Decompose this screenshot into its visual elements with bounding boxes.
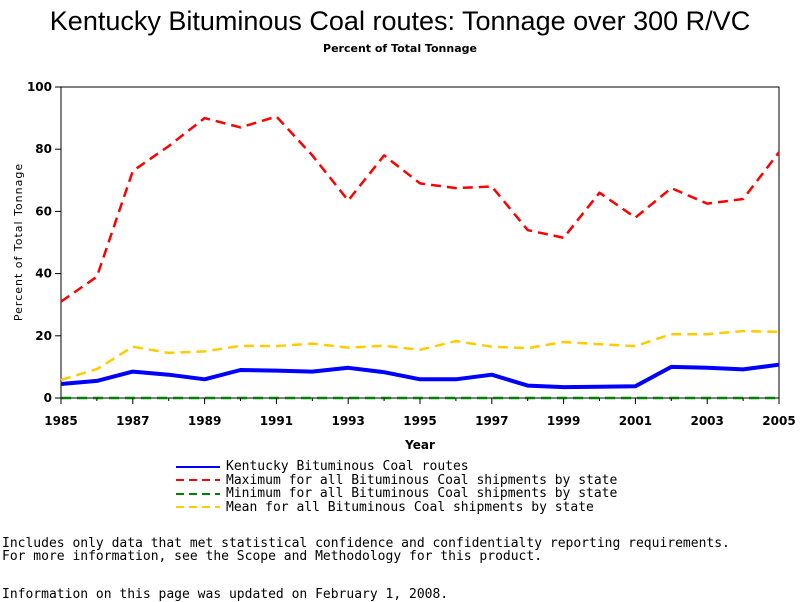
- y-tick-label: 100: [27, 80, 52, 94]
- x-tick-label: 2003: [690, 414, 723, 428]
- legend-swatch: [176, 506, 220, 508]
- plot-area: [60, 86, 780, 399]
- legend-item: Kentucky Bituminous Coal routes: [176, 460, 617, 474]
- y-tick-label: 40: [35, 267, 52, 281]
- y-axis-title: Percent of Total Tonnage: [12, 163, 25, 321]
- footnote-confidence: Includes only data that met statistical …: [2, 536, 730, 551]
- legend-item: Mean for all Bituminous Coal shipments b…: [176, 499, 617, 515]
- x-tick-label: 2001: [619, 414, 652, 428]
- x-tick-label: 1995: [403, 414, 436, 428]
- y-tick-label: 0: [44, 391, 52, 405]
- legend-swatch: [176, 465, 220, 468]
- x-tick-label: 1985: [44, 414, 77, 428]
- x-tick-label: 2005: [762, 414, 795, 428]
- x-tick-label: 1989: [188, 414, 221, 428]
- legend-label: Kentucky Bituminous Coal routes: [226, 459, 469, 474]
- chart-subtitle: Percent of Total Tonnage: [323, 42, 477, 55]
- series-lines: [60, 115, 780, 400]
- series-line-4: [60, 329, 780, 382]
- x-tick-label: 1993: [331, 414, 364, 428]
- y-tick-label: 20: [35, 329, 52, 343]
- line-chart: 1985 1987 1989 1991 1993 1995 1997 1999 2001 2003…: [12, 80, 796, 452]
- legend-item: Maximum for all Bituminous Coal shipment…: [176, 472, 618, 488]
- x-axis-ticks: 1985 1987 1989 1991 1993 1995 1997 1999 2001 2003…: [44, 398, 796, 428]
- legend-label: Minimum for all Bituminous Coal shipment…: [226, 486, 618, 501]
- legend-swatch: [176, 492, 220, 495]
- x-axis-title: Year: [404, 438, 435, 452]
- x-tick-label: 1987: [116, 414, 149, 428]
- y-tick-label: 80: [35, 142, 52, 156]
- series-line-1: [60, 362, 780, 390]
- chart-title: Kentucky Bituminous Coal routes: Tonnage…: [49, 6, 751, 36]
- x-tick-label: 1991: [260, 414, 293, 428]
- legend-label: Mean for all Bituminous Coal shipments b…: [226, 499, 594, 515]
- x-tick-label: 1999: [547, 414, 580, 428]
- plot-frame: [60, 86, 780, 399]
- y-tick-label: 60: [35, 204, 52, 218]
- legend-swatch: [176, 479, 220, 481]
- x-tick-label: 1997: [475, 414, 508, 428]
- footnote-methodology: For more information, see the Scope and …: [2, 549, 543, 564]
- series-line-2: [60, 115, 780, 303]
- legend-label: Maximum for all Bituminous Coal shipment…: [226, 472, 618, 488]
- update-notice: Information on this page was updated on …: [2, 587, 449, 602]
- y-axis-ticks: 0 20 40 60 80 100: [27, 80, 61, 405]
- legend-item: Minimum for all Bituminous Coal shipment…: [176, 487, 617, 501]
- legend: Kentucky Bituminous Coal routes Maximum f…: [176, 460, 617, 514]
